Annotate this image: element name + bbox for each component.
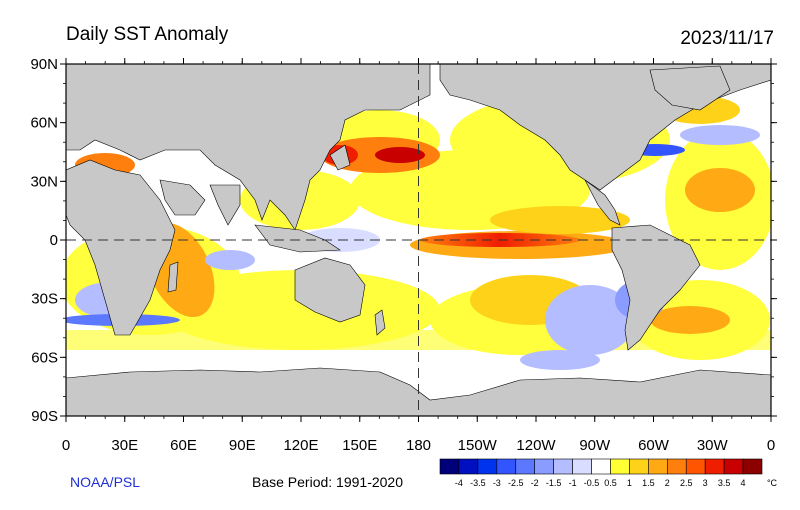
colorbar-tick-label: -1.5 (546, 478, 562, 488)
map-field (66, 64, 771, 416)
colorbar-swatch (685, 458, 706, 475)
lon-label: 90W (579, 437, 611, 454)
colorbar-swatch (572, 458, 592, 475)
colorbar-swatch (648, 458, 668, 475)
latitude-axis: 90N 60N 30N 0 30S 60S 90S (30, 56, 777, 425)
map-title: Daily SST Anomaly (66, 24, 229, 45)
colorbar-swatch (591, 458, 611, 475)
colorbar-tick-label: 2 (665, 478, 670, 488)
madagascar (167, 261, 179, 293)
new-zealand (374, 309, 386, 336)
colorbar-tick-label: -2 (531, 478, 539, 488)
lat-label: 0 (50, 232, 58, 249)
colorbar-tick-label: -4 (455, 478, 463, 488)
credit-label: NOAA/PSL (70, 474, 141, 490)
colorbar-swatch (515, 458, 536, 475)
lon-label: 0 (62, 437, 70, 454)
colorbar-swatch (610, 458, 630, 475)
maritime-continent (254, 224, 341, 253)
land-masses (66, 64, 771, 416)
japan (329, 144, 351, 171)
arabia (159, 179, 206, 216)
lat-label: 30S (31, 291, 58, 308)
colorbar-tick-label: -2.5 (508, 478, 524, 488)
colorbar-unit: °C (767, 478, 778, 488)
lon-label: 150E (342, 437, 377, 454)
colorbar-tick-label: -1 (569, 478, 577, 488)
lon-label: 150W (458, 437, 498, 454)
colorbar-swatch (477, 458, 498, 475)
lon-label: 60E (170, 437, 197, 454)
colorbar-tick-label: 1 (627, 478, 632, 488)
lat-label: 90N (30, 56, 58, 73)
lon-label: 60W (638, 437, 670, 454)
colorbar-tick-label: 1.5 (642, 478, 655, 488)
colorbar-tick-label: -3.5 (470, 478, 486, 488)
colorbar-swatch (704, 458, 725, 475)
lat-label: 60N (30, 115, 58, 132)
colorbar-tick-label: -0.5 (584, 478, 600, 488)
lat-label: 90S (31, 408, 58, 425)
australia (294, 257, 366, 323)
lat-label: 60S (31, 349, 58, 366)
lon-label: 120W (516, 437, 556, 454)
lon-label: 0 (767, 437, 775, 454)
colorbar-swatch (534, 458, 554, 475)
colorbar-swatch (496, 458, 517, 475)
colorbar-swatch (666, 458, 687, 475)
lon-label: 180 (406, 437, 431, 454)
map-date: 2023/11/17 (680, 28, 774, 49)
colorbar-swatch (629, 458, 649, 475)
longitude-axis: 0 30E 60E 90E 120E 150E 180 150W 120W 90W 60W 30W 0 (62, 58, 775, 454)
greenland (649, 65, 731, 111)
africa (66, 159, 176, 336)
lon-label: 30W (697, 437, 729, 454)
lon-label: 120E (283, 437, 318, 454)
colorbar-swatch (742, 458, 763, 475)
south-america (611, 224, 701, 351)
colorbar: -4 -3.5 -3 -2.5 -2 -1.5 -1 -0.5 0.5 1 1.5 2 2.5 3 3.5 4… (439, 458, 778, 488)
colorbar-swatch (553, 458, 573, 475)
colorbar-tick-label: 4 (741, 478, 746, 488)
eurasia (66, 64, 431, 231)
colorbar-swatch (723, 458, 744, 475)
lon-label: 90E (229, 437, 256, 454)
colorbar-tick-label: 2.5 (680, 478, 693, 488)
colorbar-tick-label: 0.5 (604, 478, 617, 488)
colorbar-swatch (439, 458, 460, 475)
colorbar-tick-label: -3 (493, 478, 501, 488)
central-america (584, 179, 621, 226)
colorbar-swatch (458, 458, 479, 475)
colorbar-tick-label: 3.5 (718, 478, 731, 488)
colorbar-tick-label: 3 (703, 478, 708, 488)
lon-label: 30E (111, 437, 138, 454)
india (209, 184, 241, 226)
lat-label: 30N (30, 173, 58, 190)
base-period-label: Base Period: 1991-2020 (252, 474, 403, 490)
